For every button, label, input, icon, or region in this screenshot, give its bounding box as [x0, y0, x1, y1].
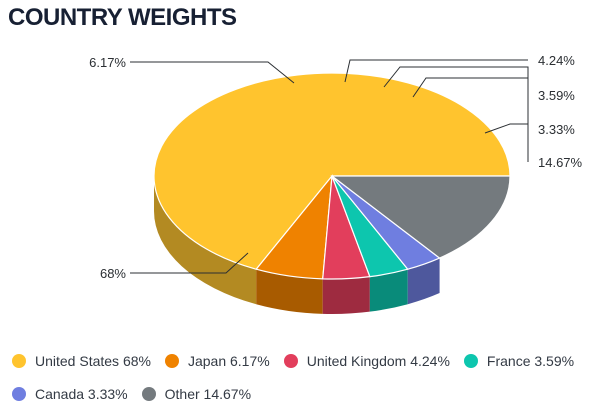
legend-label: France 3.59% [486, 353, 575, 369]
legend-label: Japan 6.17% [187, 353, 270, 369]
data-label-united-kingdom: 4.24% [538, 53, 575, 68]
data-label-japan: 6.17% [89, 55, 126, 70]
pie-side-united-kingdom [322, 276, 370, 314]
pie-side-france [369, 269, 408, 312]
pie-slice-united-states[interactable] [153, 72, 511, 270]
legend-swatch [463, 354, 478, 368]
legend-item-united-kingdom[interactable]: United Kingdom 4.24% [283, 353, 450, 369]
legend-row: Canada 3.33% Other 14.67% [12, 383, 592, 405]
legend-swatch [12, 387, 26, 401]
pie-side-japan [256, 269, 323, 314]
legend-item-canada[interactable]: Canada 3.33% [12, 386, 128, 402]
legend-swatch [141, 387, 156, 401]
legend-item-japan[interactable]: Japan 6.17% [164, 353, 270, 369]
pie-side-canada [407, 258, 440, 305]
legend-label: United Kingdom 4.24% [306, 353, 450, 369]
data-label-canada: 3.33% [538, 122, 575, 137]
callout-line-japan [130, 61, 295, 84]
callout-line-united-states [130, 252, 249, 274]
callout-line-canada [412, 77, 529, 129]
pie-slice-other[interactable] [330, 175, 511, 259]
legend-row: United States 68% Japan 6.17% United Kin… [12, 350, 592, 372]
data-label-united-states: 68% [100, 266, 126, 281]
callout-line-united-kingdom [344, 59, 528, 83]
legend-item-united-states[interactable]: United States 68% [12, 353, 151, 369]
data-label-other: 14.67% [538, 155, 583, 170]
legend-swatch [12, 354, 26, 368]
chart-legend: United States 68% Japan 6.17% United Kin… [12, 350, 592, 416]
legend-label: Canada 3.33% [35, 386, 128, 402]
pie-labels: 68% 6.17% 4.24% 3.59% 3.33% 14.67% [89, 53, 582, 281]
legend-label: United States 68% [35, 353, 151, 369]
data-label-france: 3.59% [538, 88, 575, 103]
chart-title: COUNTRY WEIGHTS [8, 4, 237, 31]
legend-label: Other 14.67% [164, 386, 252, 402]
legend-swatch [283, 354, 298, 368]
pie-side-walls [154, 176, 440, 314]
callout-line-other [484, 123, 529, 162]
legend-item-other[interactable]: Other 14.67% [141, 386, 252, 402]
pie-chart: 68% 6.17% 4.24% 3.59% 3.33% 14.67% [89, 53, 583, 314]
legend-item-france[interactable]: France 3.59% [463, 353, 575, 369]
pie-side-united-states [154, 176, 257, 305]
pie-top [153, 72, 511, 280]
legend-swatch [164, 354, 179, 368]
